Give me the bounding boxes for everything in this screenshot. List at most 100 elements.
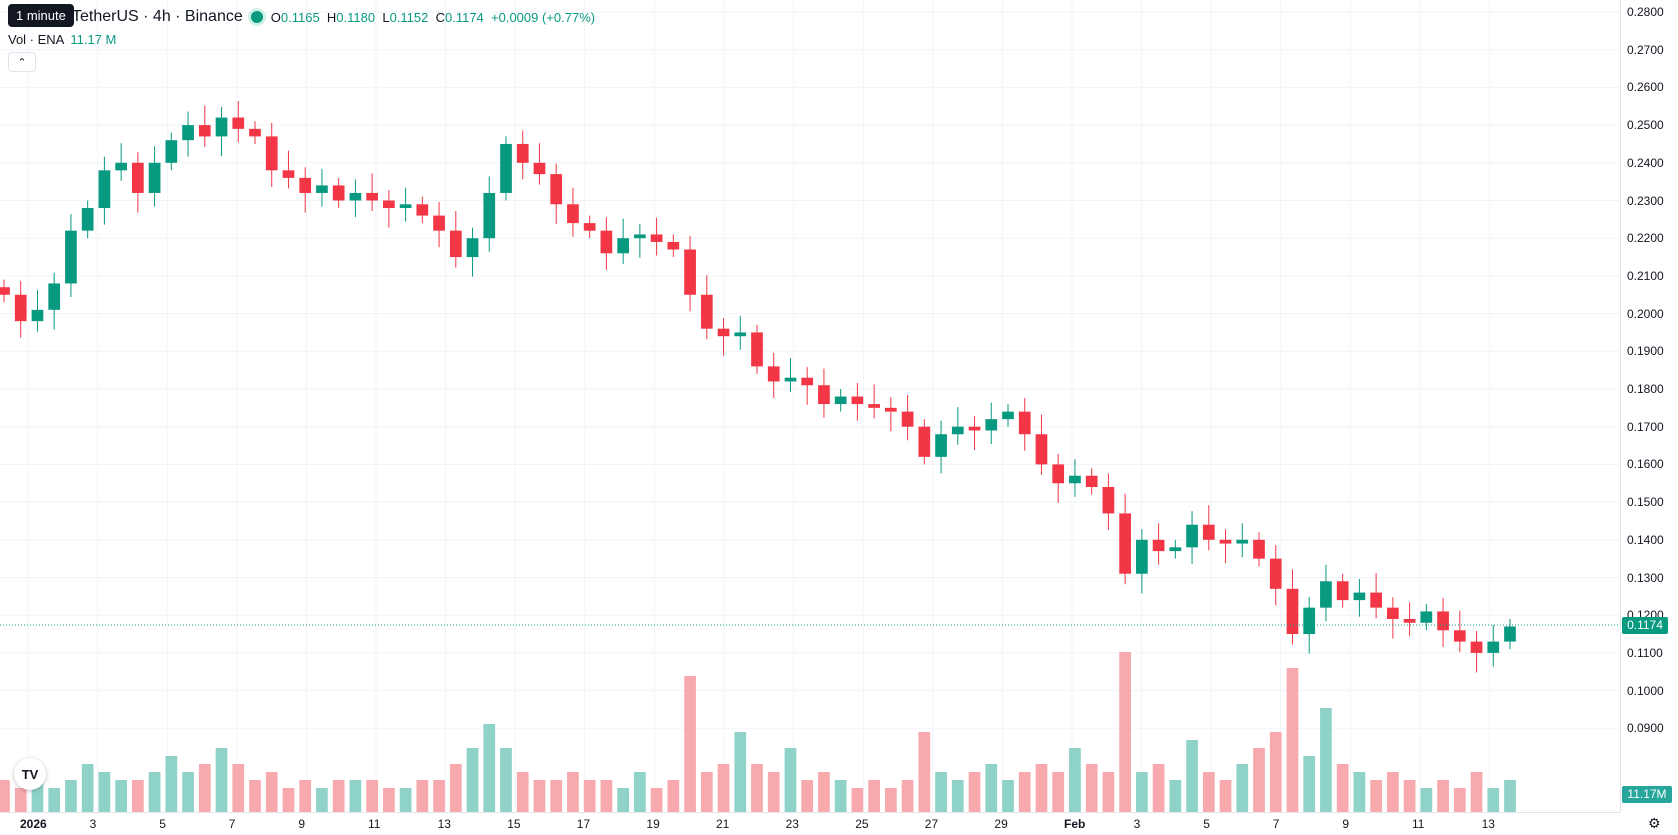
candle[interactable] [383, 189, 395, 228]
candle[interactable] [1152, 523, 1165, 565]
candle[interactable] [332, 177, 345, 209]
candle[interactable] [500, 136, 512, 201]
candle[interactable] [1018, 398, 1031, 451]
candle[interactable] [801, 367, 814, 405]
candle[interactable] [684, 235, 696, 312]
candle[interactable] [1403, 602, 1416, 637]
candle[interactable] [232, 100, 245, 143]
candle[interactable] [818, 368, 830, 418]
candle[interactable] [650, 217, 663, 256]
candle[interactable] [1085, 468, 1098, 495]
candle[interactable] [784, 358, 797, 393]
candle[interactable] [1236, 523, 1249, 558]
candle[interactable] [1320, 564, 1332, 622]
candle[interactable] [1370, 572, 1382, 619]
candle[interactable] [1470, 631, 1483, 673]
candle[interactable] [1136, 529, 1148, 594]
candle[interactable] [349, 179, 362, 218]
candle[interactable] [533, 143, 546, 185]
candle[interactable] [148, 146, 161, 207]
candlestick-chart[interactable] [0, 0, 1620, 812]
chart-area[interactable] [0, 0, 1620, 812]
candle[interactable] [600, 217, 613, 270]
candle[interactable] [583, 215, 596, 239]
candle[interactable] [399, 187, 412, 222]
candle[interactable] [1202, 505, 1215, 551]
candle[interactable] [1336, 573, 1349, 608]
candle[interactable] [617, 218, 629, 264]
candle[interactable] [1219, 529, 1232, 564]
candle[interactable] [1303, 597, 1316, 654]
candle[interactable] [667, 234, 680, 258]
candle[interactable] [215, 107, 228, 157]
candle[interactable] [700, 275, 713, 340]
candle[interactable] [885, 397, 897, 432]
candle[interactable] [483, 176, 496, 252]
price-scale[interactable]: 0.2800 0.2700 0.2600 0.2500 0.2400 0.2300 0.22… [1620, 0, 1678, 812]
candle[interactable] [165, 132, 178, 171]
candle[interactable] [734, 315, 747, 350]
candle[interactable] [198, 105, 211, 147]
candle[interactable] [935, 420, 947, 474]
candle[interactable] [1253, 532, 1265, 567]
candle[interactable] [968, 416, 981, 451]
candle[interactable] [466, 227, 479, 277]
candle[interactable] [282, 150, 295, 189]
time-axis[interactable]: 2026 3 5 7 9 11 13 15 17 19 21 23 25 27 29 Feb 3 5 7 9 11 13 [0, 812, 1620, 835]
candle[interactable] [98, 156, 111, 225]
candle[interactable] [316, 168, 328, 207]
candle[interactable] [868, 384, 880, 419]
candle[interactable] [416, 196, 429, 224]
symbol-title[interactable]: TetherUS · 4h · Binance [72, 8, 243, 25]
gear-icon[interactable]: ⚙ [1648, 815, 1661, 831]
candle[interactable] [1119, 493, 1131, 585]
candle[interactable] [1437, 597, 1449, 647]
candle[interactable] [951, 407, 964, 445]
candle[interactable] [1186, 511, 1198, 564]
candle[interactable] [1420, 603, 1433, 631]
collapse-legend-button[interactable]: ⌃ [8, 52, 36, 72]
candle[interactable] [901, 395, 914, 441]
candle[interactable] [767, 352, 780, 399]
candle[interactable] [48, 272, 61, 330]
candle[interactable] [717, 318, 730, 356]
candle[interactable] [918, 419, 931, 465]
candle[interactable] [1102, 473, 1115, 530]
candle[interactable] [115, 143, 127, 181]
candle[interactable] [550, 163, 563, 224]
candle[interactable] [31, 290, 44, 332]
candle[interactable] [1504, 618, 1516, 650]
candle[interactable] [299, 167, 312, 213]
candle[interactable] [634, 223, 646, 258]
candle[interactable] [834, 389, 847, 412]
candle[interactable] [1069, 459, 1081, 497]
candle[interactable] [567, 187, 579, 237]
candle[interactable] [1035, 414, 1048, 475]
candle[interactable] [433, 202, 445, 248]
candle[interactable] [1387, 597, 1399, 639]
candle[interactable] [1052, 453, 1065, 503]
candle[interactable] [1353, 579, 1366, 617]
candle[interactable] [265, 122, 278, 187]
candle[interactable] [1453, 610, 1466, 653]
candle[interactable] [249, 121, 261, 144]
candle[interactable] [1487, 625, 1500, 667]
candle[interactable] [1169, 539, 1182, 559]
volume-bar [98, 772, 111, 812]
candle[interactable] [1269, 545, 1282, 606]
candle[interactable] [985, 402, 998, 445]
candle[interactable] [182, 111, 194, 157]
candle[interactable] [366, 173, 378, 212]
tradingview-logo-icon[interactable]: TV [14, 758, 46, 790]
candle[interactable] [81, 200, 94, 239]
candle[interactable] [14, 281, 27, 338]
candle[interactable] [851, 382, 864, 421]
candle[interactable] [1286, 569, 1299, 645]
candle[interactable] [751, 324, 763, 374]
candle[interactable] [0, 279, 10, 303]
candle[interactable] [65, 214, 77, 298]
candle[interactable] [449, 211, 462, 268]
candle[interactable] [132, 152, 144, 213]
candle[interactable] [1002, 404, 1014, 427]
candle[interactable] [516, 130, 529, 180]
